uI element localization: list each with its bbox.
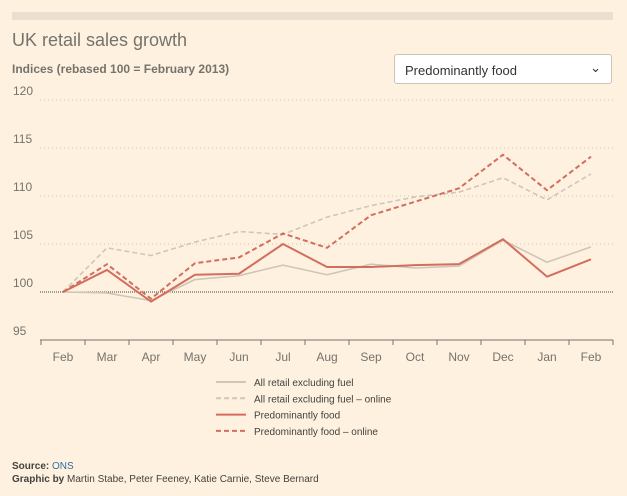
- graphic-label: Graphic by: [12, 474, 65, 485]
- y-tick-label-105: 105: [13, 228, 33, 242]
- graphic-credit-names: Martin Stabe, Peter Feeney, Katie Carnie…: [67, 474, 319, 485]
- series-dropdown[interactable]: Predominantly food ⌄: [394, 54, 612, 84]
- chevron-down-icon: ⌄: [590, 60, 601, 75]
- legend-label-2: Predominantly food: [254, 411, 340, 422]
- source-line: Source: ONS: [12, 461, 74, 472]
- chart-subtitle: Indices (rebased 100 = February 2013): [12, 62, 230, 76]
- legend-label-3: Predominantly food – online: [254, 427, 378, 438]
- legend-label-0: All retail excluding fuel: [254, 378, 354, 389]
- y-tick-label-120: 120: [13, 84, 33, 98]
- y-tick-label-115: 115: [13, 132, 32, 146]
- chart-title: UK retail sales growth: [12, 30, 188, 50]
- series-line-3: [62, 153, 592, 300]
- x-tick-label-7: Sep: [360, 350, 382, 364]
- x-tick-label-4: Jun: [229, 350, 248, 364]
- x-tick-label-1: Mar: [97, 350, 118, 364]
- x-tick-label-9: Nov: [448, 350, 469, 364]
- source-label: Source:: [12, 461, 50, 472]
- series-line-1: [62, 173, 592, 293]
- dropdown-selected-label: Predominantly food: [405, 63, 518, 78]
- top-rule: [12, 12, 613, 20]
- x-tick-label-11: Jan: [537, 350, 556, 364]
- series-line-2: [62, 238, 592, 303]
- y-tick-label-110: 110: [13, 180, 32, 194]
- x-tick-label-5: Jul: [275, 350, 290, 364]
- y-tick-label-100: 100: [13, 276, 33, 290]
- x-tick-label-10: Dec: [492, 350, 513, 364]
- x-tick-label-8: Oct: [406, 350, 425, 364]
- x-tick-label-6: Aug: [316, 350, 337, 364]
- x-tick-label-0: Feb: [53, 350, 74, 364]
- x-tick-label-2: Apr: [142, 350, 161, 364]
- y-tick-label-95: 95: [13, 324, 27, 338]
- x-tick-label-12: Feb: [581, 350, 602, 364]
- legend-label-1: All retail excluding fuel – online: [254, 394, 392, 405]
- x-tick-label-3: May: [184, 350, 207, 364]
- graphic-credit: Graphic by Martin Stabe, Peter Feeney, K…: [12, 474, 319, 485]
- source-link[interactable]: ONS: [52, 461, 74, 472]
